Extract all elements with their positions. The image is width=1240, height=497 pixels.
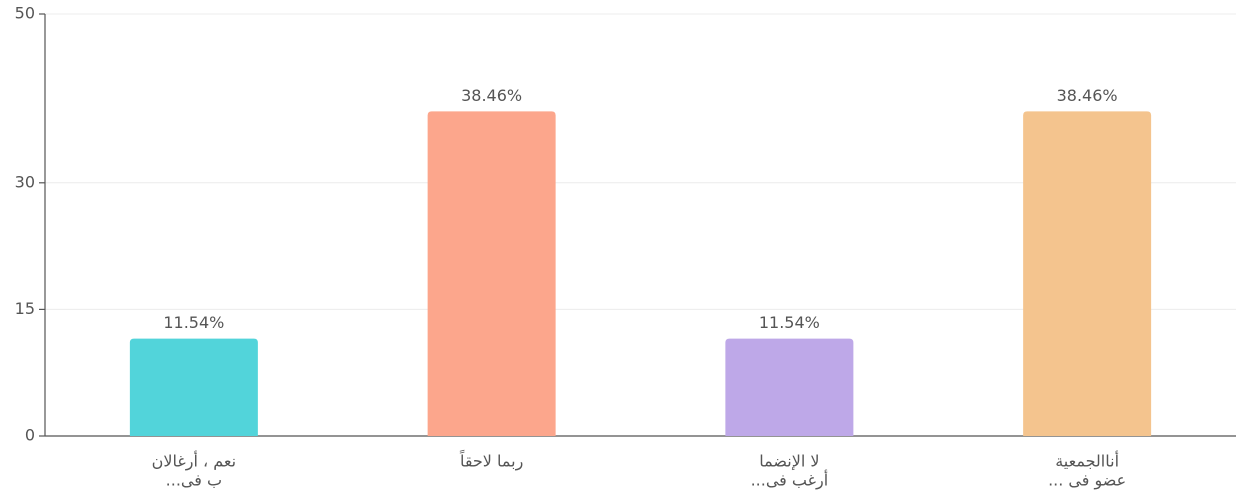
value-label: 38.46%	[461, 86, 522, 105]
x-tick-label: لا الإنضما	[759, 452, 819, 471]
x-tick-label: أناالجمعية	[1055, 451, 1119, 471]
value-label: 38.46%	[1057, 86, 1118, 105]
value-label: 11.54%	[163, 313, 224, 332]
x-tick-label: أرغب فى...	[751, 470, 829, 491]
y-tick-label: 50	[15, 4, 35, 23]
bar	[1023, 111, 1152, 437]
y-tick-label: 15	[15, 299, 35, 318]
bar	[725, 338, 854, 436]
bar	[427, 111, 556, 437]
x-tick-label: ربما لاحقاً	[459, 449, 523, 472]
value-label: 11.54%	[759, 313, 820, 332]
bar	[129, 338, 258, 436]
x-tick-label: نعم ، أرغالان	[152, 451, 236, 472]
x-tick-label: عضو فى ...	[1048, 471, 1126, 491]
y-tick-label: 0	[25, 426, 35, 445]
x-tick-label: ب فى...	[166, 471, 222, 490]
y-tick-label: 30	[15, 172, 35, 191]
